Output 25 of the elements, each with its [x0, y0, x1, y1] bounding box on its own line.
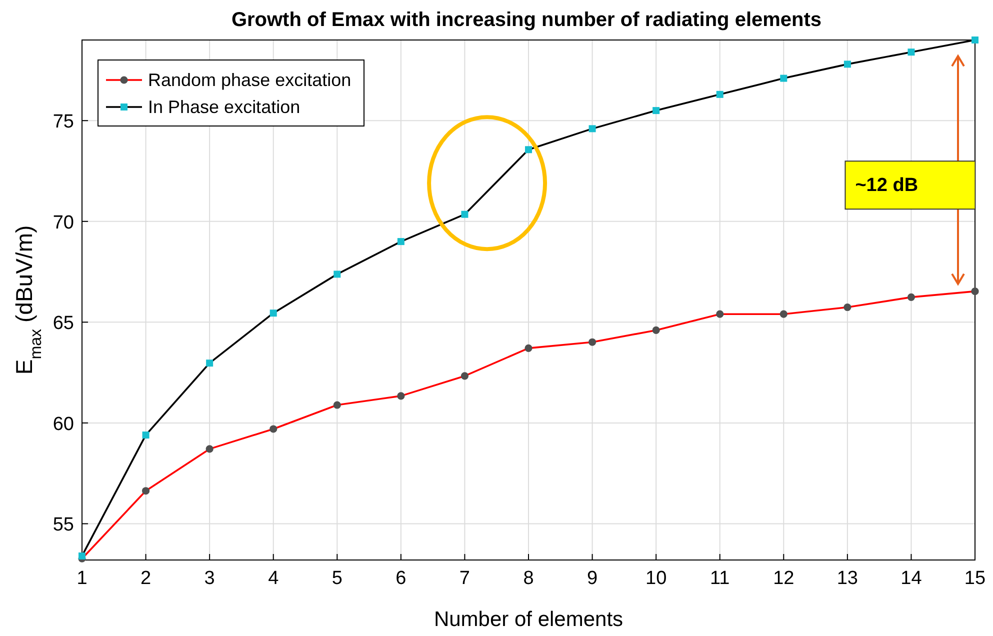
- x-tick-label: 13: [836, 568, 858, 589]
- y-tick-label: 60: [52, 414, 74, 435]
- x-tick-label: 7: [459, 568, 470, 589]
- y-tick-label: 65: [52, 313, 74, 334]
- y-tick-label: 55: [52, 514, 74, 536]
- y-tick-label: 75: [52, 112, 74, 133]
- x-tick-label: 2: [140, 568, 152, 589]
- x-tick-label: 4: [268, 568, 280, 589]
- x-tick-label: 15: [964, 568, 986, 589]
- legend-label: In Phase excitation: [148, 97, 300, 117]
- annotation: ~12 dB: [855, 175, 918, 196]
- x-tick-label: 3: [204, 568, 215, 589]
- x-tick-label: 14: [900, 568, 922, 589]
- legend-label: Random phase excitation: [148, 70, 352, 90]
- x-tick-label: 10: [646, 568, 667, 589]
- x-tick-label: 5: [332, 568, 342, 589]
- x-tick-label: 1: [76, 568, 88, 589]
- x-tick-label: 12: [773, 568, 794, 589]
- x-axis-title: Number of elements: [434, 608, 624, 631]
- y-tick-label: 70: [52, 212, 74, 234]
- chart-title: Growth of Emax with increasing number of radiating elements: [231, 9, 822, 31]
- x-tick-label: 6: [396, 568, 406, 589]
- x-tick-label: 9: [586, 568, 598, 589]
- x-tick-label: 8: [523, 568, 534, 589]
- x-tick-label: 11: [710, 568, 730, 589]
